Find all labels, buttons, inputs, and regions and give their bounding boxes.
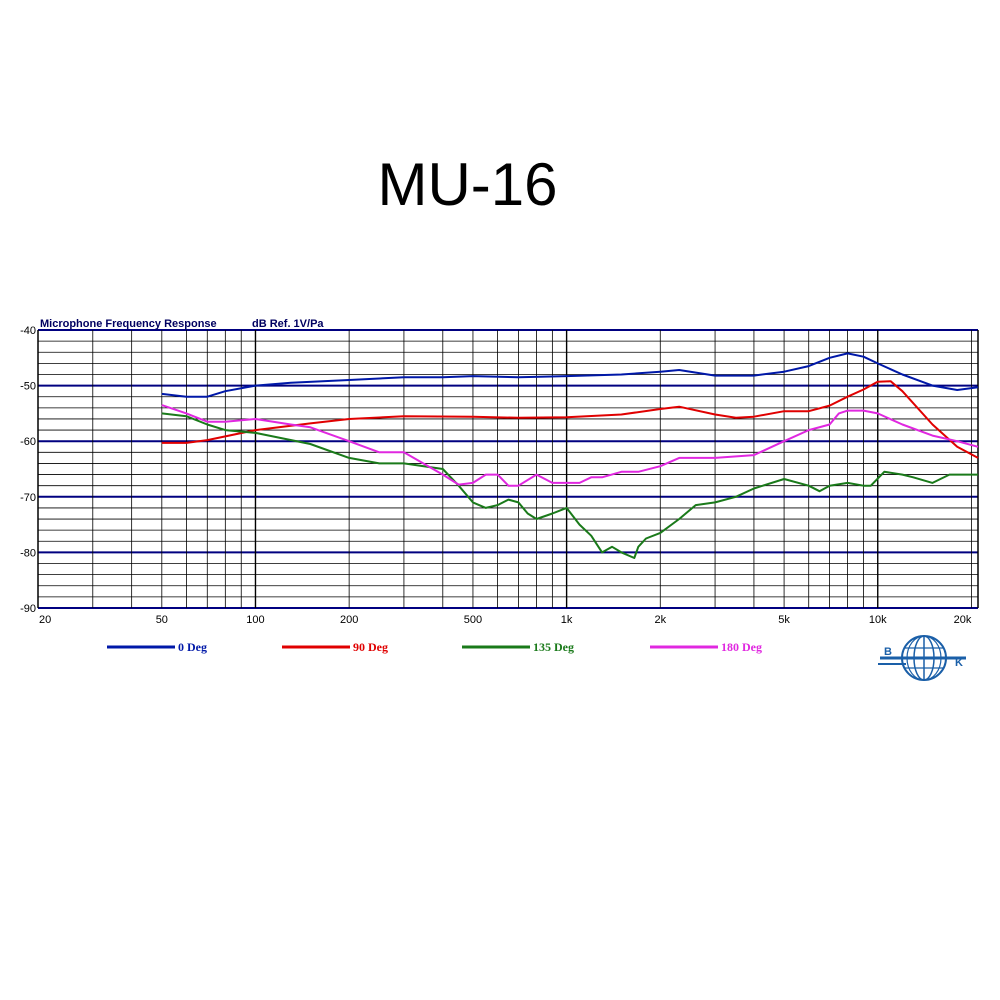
legend-label: 135 Deg [533, 640, 574, 654]
chart-grid [37, 329, 979, 609]
y-tick-label: -70 [20, 492, 36, 504]
series-line-3 [161, 404, 979, 487]
page-title: MU-16 [377, 151, 558, 218]
x-tick-label: 1k [561, 614, 573, 626]
globe-icon [878, 635, 966, 681]
x-tick-label: 20k [954, 614, 972, 626]
x-tick-label: 2k [654, 614, 666, 626]
x-tick-label: 100 [246, 614, 264, 626]
y-axis-label: dB Ref. 1V/Pa [252, 318, 324, 330]
x-tick-label: 10k [869, 614, 887, 626]
x-tick-label: 200 [340, 614, 358, 626]
chart-title: Microphone Frequency Response [40, 318, 217, 330]
bk-logo: B K [878, 635, 966, 681]
svg-text:K: K [955, 657, 963, 669]
y-tick-label: -60 [20, 436, 36, 448]
y-tick-label: -40 [20, 325, 36, 337]
series-lines [161, 352, 979, 559]
legend-label: 90 Deg [353, 640, 388, 654]
y-tick-label: -90 [20, 603, 36, 615]
legend: 0 Deg 90 Deg 135 Deg 180 Deg [107, 640, 762, 654]
x-tick-label: 50 [156, 614, 168, 626]
legend-label: 0 Deg [178, 640, 207, 654]
x-tick-label: 5k [778, 614, 790, 626]
y-tick-label: -50 [20, 381, 36, 393]
series-line-0 [161, 352, 979, 398]
svg-text:B: B [884, 646, 892, 658]
x-tick-label: 500 [464, 614, 482, 626]
series-line-1 [161, 380, 979, 459]
legend-label: 180 Deg [721, 640, 762, 654]
series-line-2 [161, 412, 978, 559]
x-tick-label: 20 [39, 614, 51, 626]
y-tick-label: -80 [20, 547, 36, 559]
